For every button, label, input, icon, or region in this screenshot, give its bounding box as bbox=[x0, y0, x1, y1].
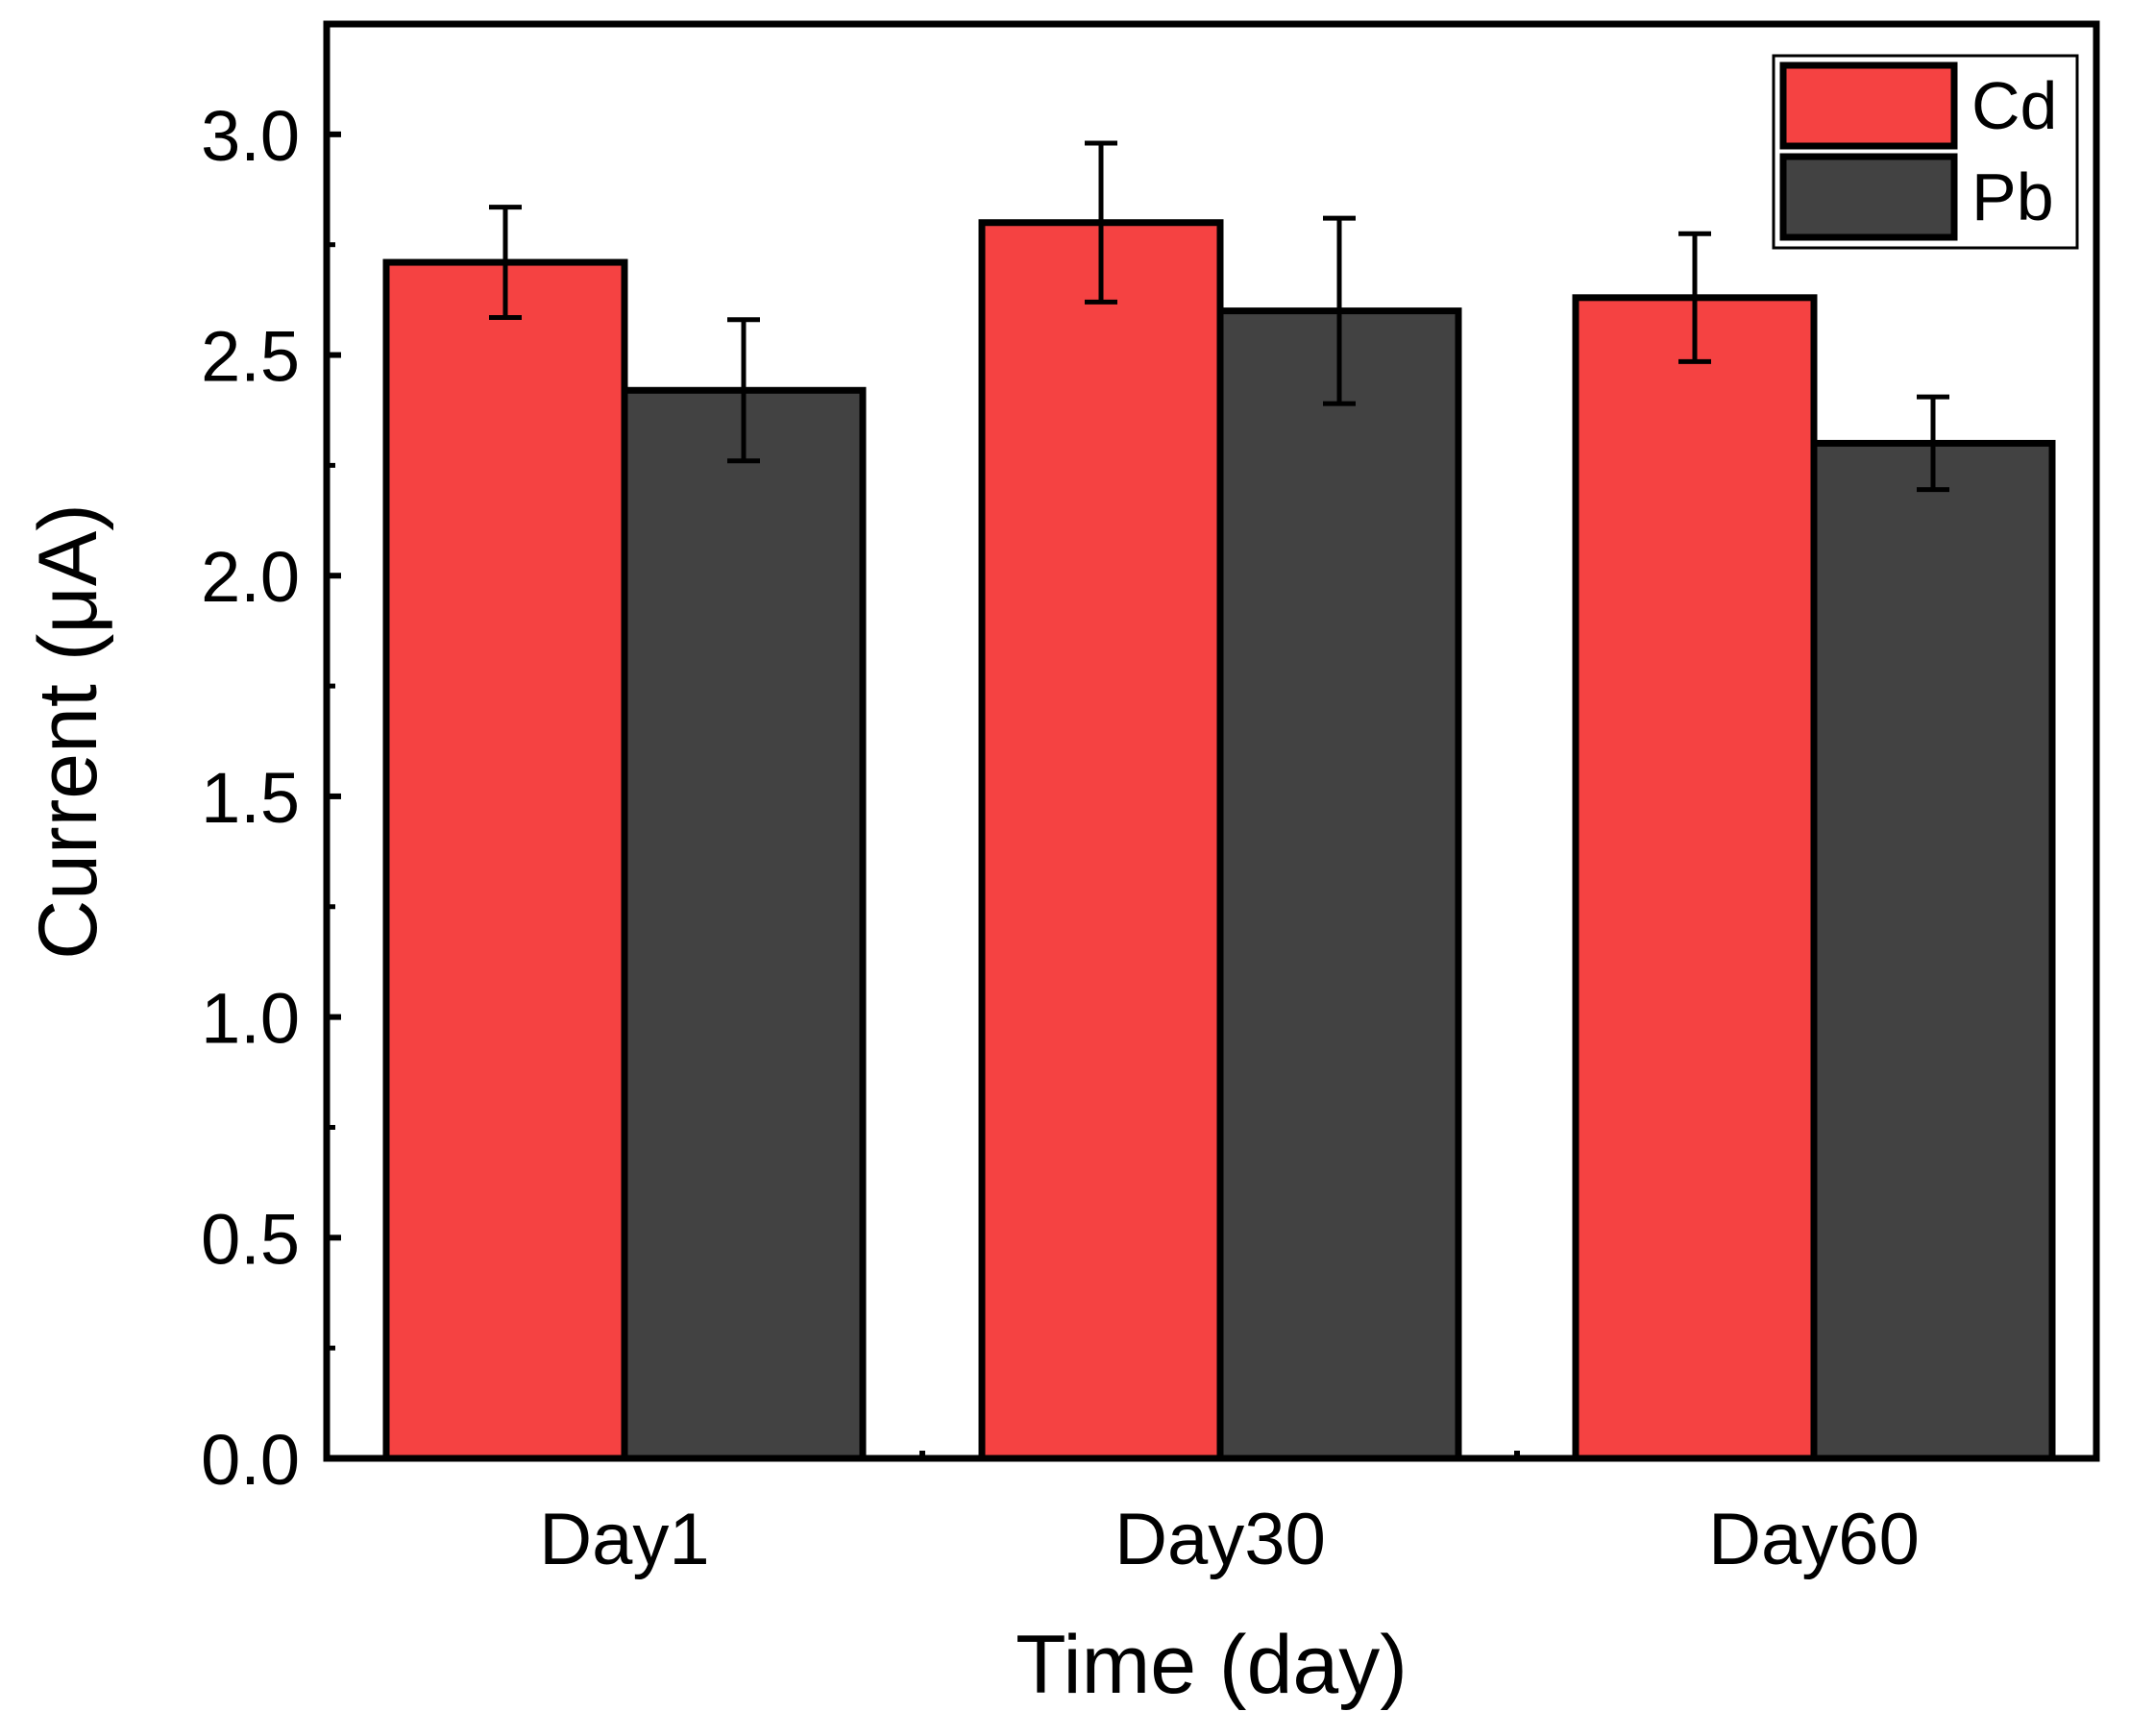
y-tick-label: 0.0 bbox=[201, 1420, 300, 1500]
bar-pb-day30 bbox=[1216, 307, 1462, 1462]
legend-label-pb: Pb bbox=[1971, 159, 2054, 234]
y-tick-label: 2.0 bbox=[201, 537, 300, 617]
error-bars-layer bbox=[489, 140, 1949, 493]
legend-label-cd: Cd bbox=[1971, 68, 2057, 143]
x-tick-label: Day1 bbox=[539, 1499, 709, 1580]
y-tick-label: 2.5 bbox=[201, 317, 300, 397]
legend: Cd Pb bbox=[1772, 54, 2079, 250]
y-tick-label: 3.0 bbox=[201, 96, 300, 176]
legend-swatch-pb bbox=[1779, 153, 1958, 241]
x-axis-label: Time (day) bbox=[1016, 1619, 1408, 1711]
x-tick-label: Day30 bbox=[1114, 1499, 1326, 1580]
y-axis-label: Current (μA) bbox=[22, 503, 114, 960]
legend-swatch-cd bbox=[1779, 61, 1958, 150]
bar-pb-day60 bbox=[1810, 439, 2056, 1462]
y-tick-label: 0.5 bbox=[201, 1199, 300, 1279]
bar-pb-day1 bbox=[621, 386, 867, 1462]
bar-cd-day30 bbox=[978, 219, 1224, 1462]
plot-frame bbox=[323, 20, 2100, 1462]
x-tick-label: Day60 bbox=[1708, 1499, 1920, 1580]
x-axis-ticks: Day1 Day30 Day60 bbox=[539, 1451, 1920, 1580]
y-tick-label: 1.5 bbox=[201, 758, 300, 838]
y-axis-ticks: 0.0 0.5 1.0 1.5 2.0 2.5 3.0 bbox=[201, 96, 341, 1500]
bar-cd-day1 bbox=[382, 258, 628, 1462]
y-tick-label: 1.0 bbox=[201, 979, 300, 1059]
bar-cd-day60 bbox=[1572, 294, 1818, 1462]
axes-layer bbox=[323, 20, 2100, 1462]
bars-layer bbox=[382, 219, 2056, 1462]
